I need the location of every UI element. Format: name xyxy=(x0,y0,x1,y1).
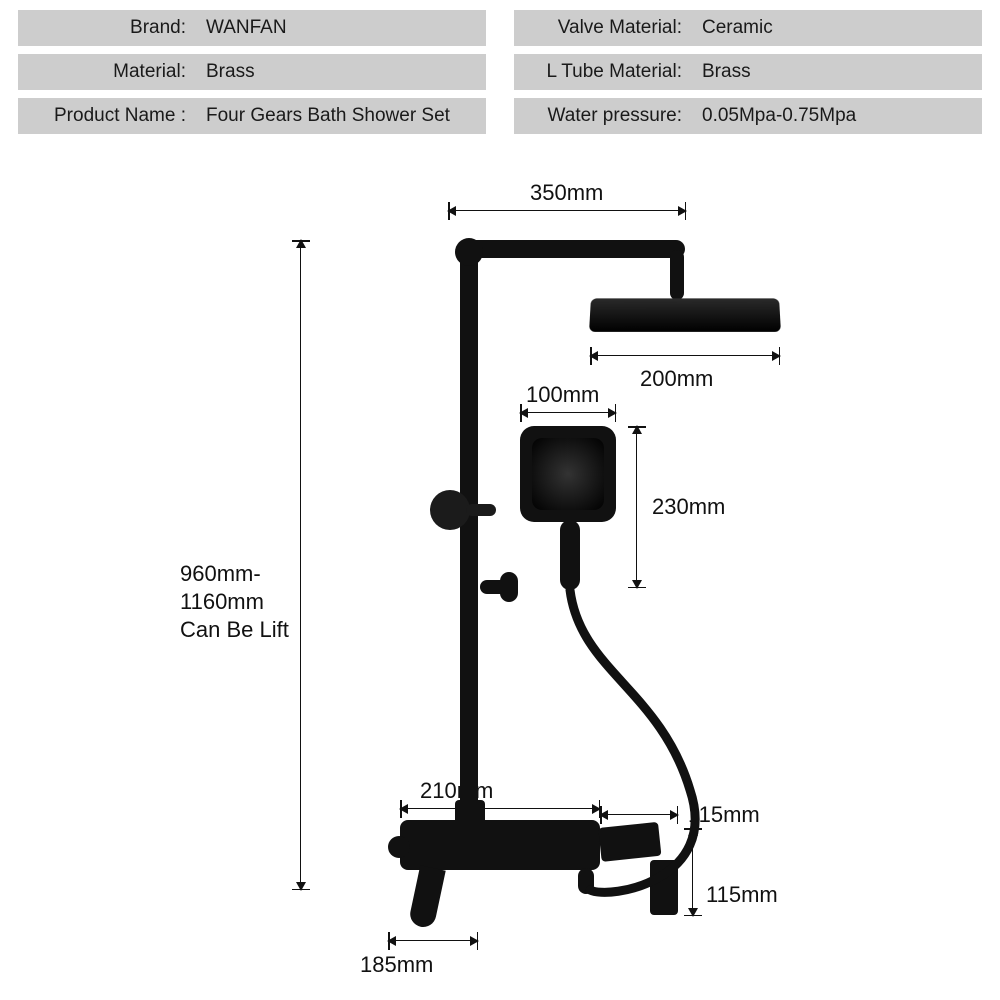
spec-label: Water pressure: xyxy=(514,105,694,127)
dim-spout xyxy=(388,940,478,941)
dim-handle-h xyxy=(692,828,693,916)
dim-label-total: 960mm- 1160mm Can Be Lift xyxy=(180,560,289,644)
spec-col-left: Brand: WANFAN Material: Brass Product Na… xyxy=(18,10,486,134)
head-drop xyxy=(670,250,684,300)
spec-value: Brass xyxy=(694,61,751,83)
spec-col-right: Valve Material: Ceramic L Tube Material:… xyxy=(514,10,982,134)
dim-label-handw: 100mm xyxy=(526,382,599,408)
spec-label: Brand: xyxy=(18,17,198,39)
arm-elbow xyxy=(455,238,483,266)
spec-label: Product Name : xyxy=(18,105,198,127)
dim-hand-width xyxy=(520,412,616,413)
hose-port xyxy=(578,868,594,894)
spec-label: Valve Material: xyxy=(514,17,694,39)
wall-bracket xyxy=(430,490,470,530)
spec-row: Product Name : Four Gears Bath Shower Se… xyxy=(18,98,486,134)
dim-head-width xyxy=(590,355,780,356)
dim-label-handh: 230mm xyxy=(652,494,725,520)
dim-label-hh: 115mm xyxy=(706,882,778,908)
riser-pipe xyxy=(460,250,478,830)
spec-row: Water pressure: 0.05Mpa-0.75Mpa xyxy=(514,98,982,134)
mixer-handle-drop xyxy=(650,860,678,915)
spec-label: L Tube Material: xyxy=(514,61,694,83)
spec-row: L Tube Material: Brass xyxy=(514,54,982,90)
mixer-body xyxy=(400,820,600,870)
dim-label-arm: 350mm xyxy=(530,180,603,206)
wall-bracket-arm xyxy=(466,504,496,516)
diverter-knob xyxy=(388,836,410,858)
hand-shower-face xyxy=(532,438,604,510)
dim-label-head: 200mm xyxy=(640,366,713,392)
dim-total-height xyxy=(300,240,301,890)
spec-value: WANFAN xyxy=(198,17,287,39)
tub-spout xyxy=(408,865,446,929)
spec-row: Material: Brass xyxy=(18,54,486,90)
shower-arm xyxy=(460,240,685,258)
dim-handle-w xyxy=(600,814,678,815)
dim-label-hw: 115mm xyxy=(688,802,760,828)
spec-label: Material: xyxy=(18,61,198,83)
spec-table: Brand: WANFAN Material: Brass Product Na… xyxy=(18,10,982,134)
spec-value: Four Gears Bath Shower Set xyxy=(198,105,450,127)
dim-hand-height xyxy=(636,426,637,588)
spec-row: Brand: WANFAN xyxy=(18,10,486,46)
spec-value: Ceramic xyxy=(694,17,773,39)
spec-value: 0.05Mpa-0.75Mpa xyxy=(694,105,856,127)
dim-mixer-width xyxy=(400,808,600,809)
hand-shower-stem xyxy=(560,520,580,590)
mixer-handle xyxy=(598,822,661,862)
dim-arm-width xyxy=(448,210,686,211)
product-diagram: 350mm 200mm 100mm 230mm 960mm- 1160mm Ca… xyxy=(0,180,1000,1000)
slider-knob-post xyxy=(500,572,518,602)
spec-value: Brass xyxy=(198,61,255,83)
spec-row: Valve Material: Ceramic xyxy=(514,10,982,46)
rain-shower-head xyxy=(589,298,781,331)
dim-label-spout: 185mm xyxy=(360,952,433,978)
